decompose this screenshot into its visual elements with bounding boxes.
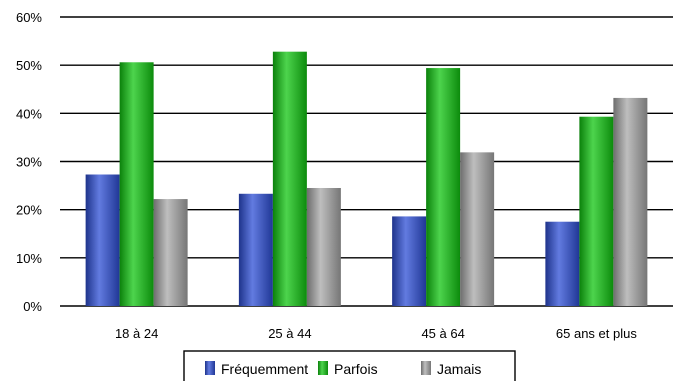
bar-frequemment-45-a-64 bbox=[392, 216, 427, 306]
bars bbox=[85, 51, 648, 307]
x-tick-label-65-ans-et-plus: 65 ans et plus bbox=[556, 326, 637, 341]
bar-frequemment-25-a-44 bbox=[238, 193, 273, 306]
y-tick-label: 40% bbox=[16, 106, 42, 121]
bar-parfois-18-a-24 bbox=[119, 62, 154, 306]
legend-swatch-frequemment bbox=[205, 361, 215, 375]
x-axis-tick-labels: 18 à 24 25 à 44 45 à 64 65 ans et plus bbox=[115, 326, 637, 341]
legend-label-parfois: Parfois bbox=[334, 361, 378, 377]
y-tick-label: 30% bbox=[16, 155, 42, 170]
bar-frequemment-18-a-24 bbox=[85, 174, 120, 306]
y-tick-label: 60% bbox=[16, 10, 42, 25]
bar-parfois-25-a-44 bbox=[272, 51, 307, 307]
bar-frequemment-65-ans-et-plus bbox=[545, 221, 580, 306]
x-tick-label-18-a-24: 18 à 24 bbox=[115, 326, 158, 341]
bar-jamais-45-a-64 bbox=[460, 152, 495, 306]
bar-jamais-25-a-44 bbox=[306, 187, 341, 306]
legend-label-jamais: Jamais bbox=[437, 361, 481, 377]
y-tick-label: 20% bbox=[16, 203, 42, 218]
bar-parfois-65-ans-et-plus bbox=[579, 116, 614, 306]
y-tick-label: 50% bbox=[16, 58, 42, 73]
x-tick-label-45-a-64: 45 à 64 bbox=[421, 326, 464, 341]
bar-jamais-18-a-24 bbox=[153, 199, 188, 306]
x-tick-label-25-a-44: 25 à 44 bbox=[268, 326, 311, 341]
bar-parfois-45-a-64 bbox=[426, 68, 461, 306]
y-tick-label: 10% bbox=[16, 251, 42, 266]
bar-jamais-65-ans-et-plus bbox=[613, 97, 648, 306]
y-axis-tick-labels: 0% 10% 20% 30% 40% 50% 60% bbox=[16, 10, 42, 314]
legend: Fréquemment Parfois Jamais bbox=[183, 350, 516, 381]
legend-label-frequemment: Fréquemment bbox=[221, 361, 308, 377]
y-tick-label: 0% bbox=[23, 299, 42, 314]
legend-swatch-parfois bbox=[318, 361, 328, 375]
legend-box bbox=[183, 350, 516, 381]
legend-swatch-jamais bbox=[421, 361, 431, 375]
